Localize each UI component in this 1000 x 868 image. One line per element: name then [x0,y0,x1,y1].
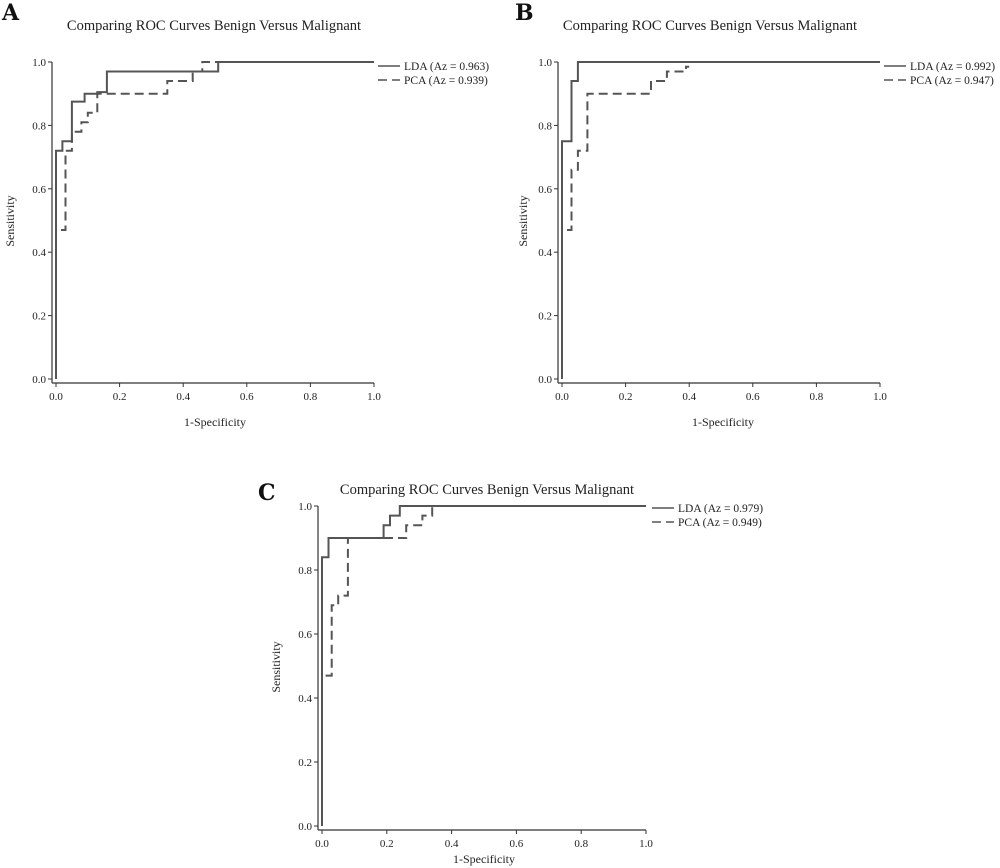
y-tick-label: 0.2 [538,311,552,323]
y-tick-label: 1.0 [298,501,312,513]
legend-label: PCA (Az = 0.939) [404,75,488,87]
y-tick-label: 0.6 [538,184,552,196]
x-tick-label: 0.6 [746,391,760,403]
x-tick-label: 0.2 [619,391,633,403]
x-tick-label: 0.0 [315,838,329,850]
y-tick-label: 1.0 [538,57,552,69]
x-axis-label: 1-Specificity [184,415,246,429]
series-line-lda [561,61,880,379]
chart-title: Comparing ROC Curves Benign Versus Malig… [340,482,634,498]
y-tick-label: 0.4 [32,247,46,259]
x-tick-label: 0.6 [240,391,254,403]
y-tick-label: 0.2 [32,311,46,323]
x-tick-label: 1.0 [367,391,381,403]
x-tick-label: 0.4 [445,838,459,850]
y-tick-label: 0.0 [298,821,312,833]
x-axis-label: 1-Specificity [453,852,515,866]
series-line-pca [321,505,646,826]
y-tick-label: 0.8 [538,120,552,132]
legend-label: PCA (Az = 0.949) [678,517,762,529]
y-axis-label: Sensitivity [3,195,17,246]
x-tick-label: 0.2 [113,391,127,403]
y-axis-label: Sensitivity [516,195,530,246]
x-tick-label: 0.8 [574,838,588,850]
y-tick-label: 0.6 [32,184,46,196]
x-tick-label: 1.0 [873,391,887,403]
x-tick-label: 0.8 [304,391,318,403]
panel-letter: B [515,0,534,26]
chart-title: Comparing ROC Curves Benign Versus Malig… [67,18,361,34]
series-line-lda [321,505,646,826]
chart-title: Comparing ROC Curves Benign Versus Malig… [563,18,857,34]
y-tick-label: 0.6 [298,629,312,641]
x-tick-label: 1.0 [639,838,653,850]
x-tick-label: 0.4 [682,391,696,403]
y-tick-label: 0.0 [32,374,46,386]
x-tick-label: 0.0 [49,391,63,403]
y-tick-label: 0.8 [32,120,46,132]
panel-letter: A [1,0,20,26]
x-tick-label: 0.2 [380,838,394,850]
y-axis-label: Sensitivity [269,641,283,692]
legend-label: LDA (Az = 0.963) [404,61,489,73]
series-line-pca [55,61,374,379]
x-tick-label: 0.8 [810,391,824,403]
panel-letter: C [258,480,276,506]
roc-panel-b: B Comparing ROC Curves Benign Versus Mali… [515,0,995,429]
x-tick-label: 0.0 [555,391,569,403]
roc-panel-c: C Comparing ROC Curves Benign Versus Mali… [258,480,763,866]
legend-label: PCA (Az = 0.947) [910,75,994,87]
y-tick-label: 0.8 [298,565,312,577]
series-line-pca [561,65,690,379]
roc-panel-a: A Comparing ROC Curves Benign Versus Mali… [1,0,489,429]
y-tick-label: 1.0 [32,57,46,69]
y-tick-label: 0.4 [538,247,552,259]
legend-label: LDA (Az = 0.979) [678,503,763,515]
x-axis-label: 1-Specificity [692,415,754,429]
y-tick-label: 0.0 [538,374,552,386]
x-tick-label: 0.6 [510,838,524,850]
x-tick-label: 0.4 [176,391,190,403]
y-tick-label: 0.4 [298,693,312,705]
legend-label: LDA (Az = 0.992) [910,61,995,73]
y-tick-label: 0.2 [298,757,312,769]
series-line-lda [55,61,374,379]
